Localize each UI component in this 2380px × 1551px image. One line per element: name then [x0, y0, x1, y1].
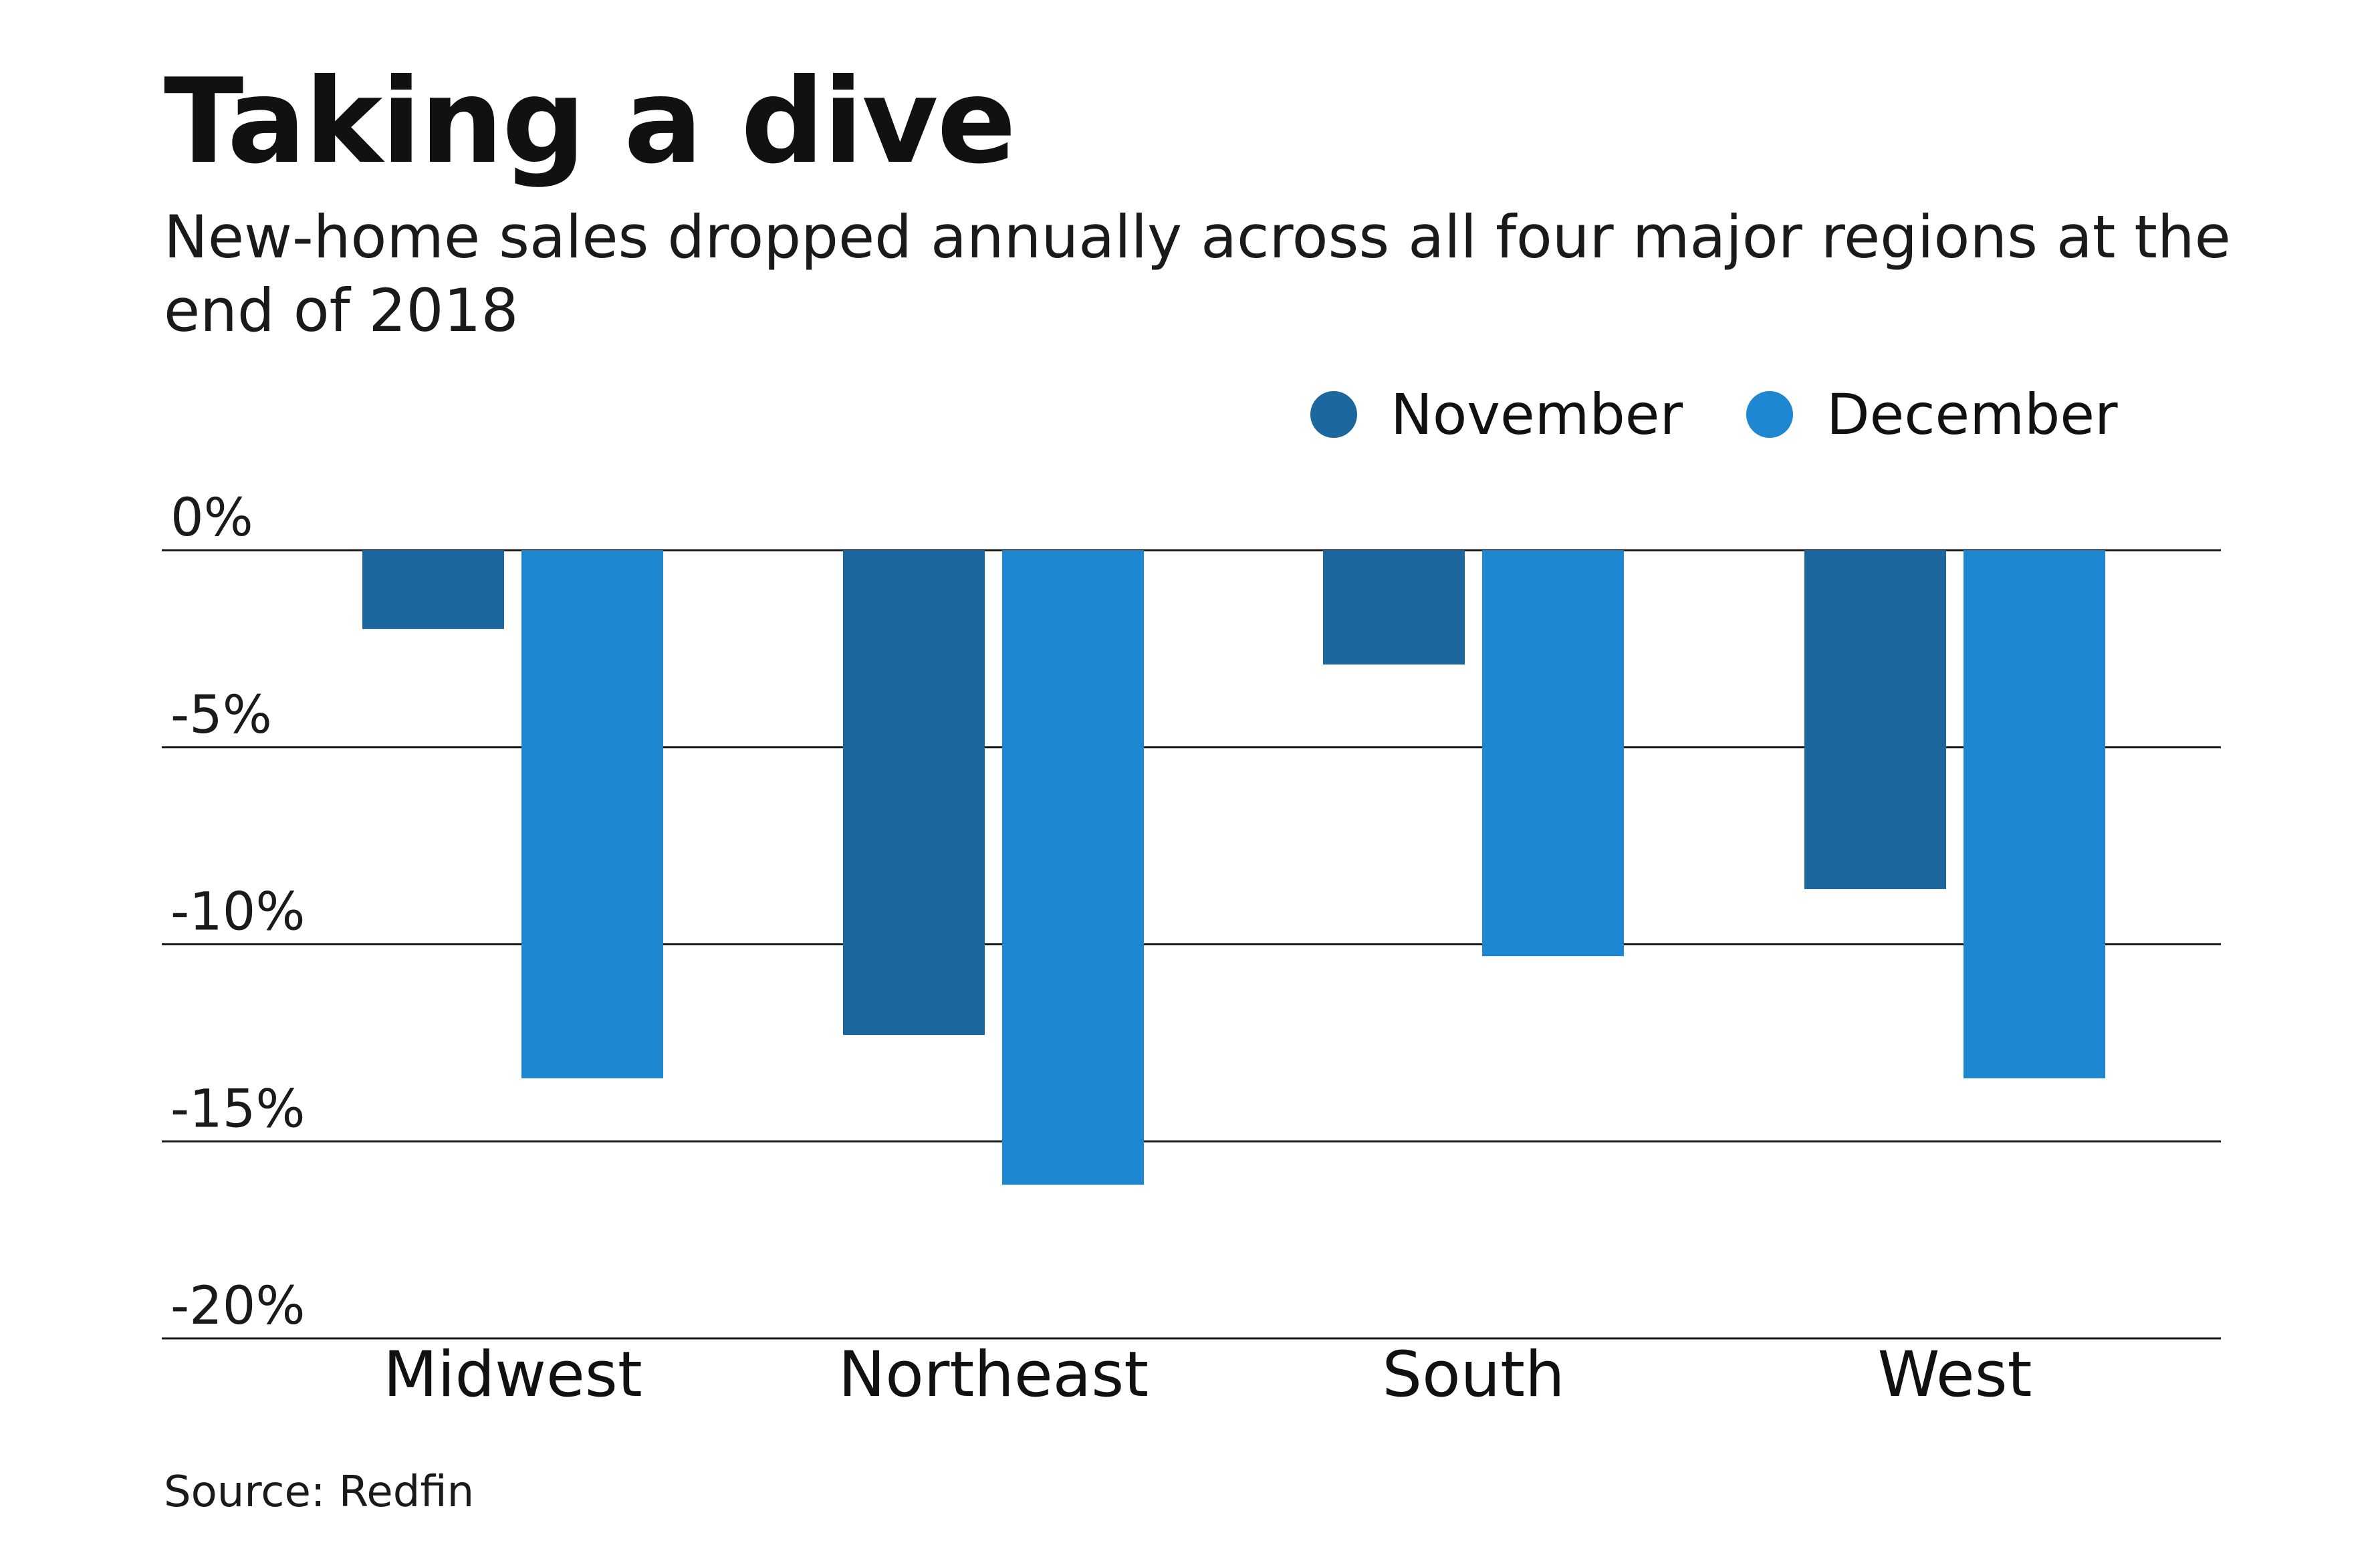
x-tick-label: Midwest	[383, 1338, 642, 1411]
x-tick-label: West	[1877, 1338, 2032, 1411]
legend: November December	[1310, 378, 2181, 451]
bar-november-south	[1323, 550, 1465, 665]
legend-item-november: November	[1310, 382, 1683, 447]
bar-november-midwest	[362, 550, 504, 629]
bar-november-northeast	[843, 550, 985, 1036]
x-tick-label: Northeast	[838, 1338, 1149, 1411]
x-tick-label: South	[1382, 1338, 1564, 1411]
bar-december-south	[1482, 550, 1624, 957]
y-tick-label: -10%	[170, 882, 306, 943]
bar-december-northeast	[1002, 550, 1144, 1185]
legend-swatch-december	[1746, 391, 1793, 438]
bar-december-midwest	[521, 550, 663, 1078]
legend-label-november: November	[1391, 382, 1683, 447]
y-tick-label: -15%	[170, 1079, 306, 1139]
bar-november-west	[1804, 550, 1946, 889]
legend-label-december: December	[1826, 382, 2118, 447]
chart-title: Taking a dive	[164, 54, 1016, 190]
legend-item-december: December	[1746, 382, 2118, 447]
y-tick-label: 0%	[170, 488, 253, 548]
y-tick-label: -5%	[170, 685, 272, 745]
legend-swatch-november	[1310, 391, 1357, 438]
source-note: Source: Redfin	[164, 1467, 475, 1517]
bar-december-west	[1964, 550, 2105, 1078]
y-tick-label: -20%	[170, 1276, 306, 1336]
chart-subtitle: New-home sales dropped annually across a…	[164, 203, 2231, 345]
